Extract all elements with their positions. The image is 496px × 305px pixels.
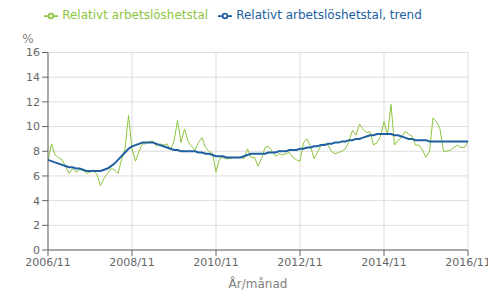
svg-text:14: 14 xyxy=(26,71,40,84)
svg-text:0: 0 xyxy=(33,244,40,257)
svg-text:10: 10 xyxy=(26,120,40,133)
svg-text:16: 16 xyxy=(26,46,40,59)
svg-text:6: 6 xyxy=(33,170,40,183)
svg-text:8: 8 xyxy=(33,145,40,158)
svg-text:12: 12 xyxy=(26,96,40,109)
svg-text:År/månad: År/månad xyxy=(229,276,288,291)
html-text:Relativt arbetslöshetstal, tre: Relativt arbetslöshetstal, trend xyxy=(236,8,422,22)
svg-text:2016/11: 2016/11 xyxy=(445,256,488,269)
svg-text:%: % xyxy=(22,32,33,46)
svg-text:2012/11: 2012/11 xyxy=(277,256,323,269)
svg-text:2014/11: 2014/11 xyxy=(361,256,407,269)
svg-text:2010/11: 2010/11 xyxy=(193,256,239,269)
svg-text:2006/11: 2006/11 xyxy=(25,256,71,269)
svg-text:2: 2 xyxy=(33,219,40,232)
html-text:Relativt arbetslöshetstal: Relativt arbetslöshetstal xyxy=(62,8,209,22)
svg-text:2008/11: 2008/11 xyxy=(109,256,155,269)
svg-text:4: 4 xyxy=(33,195,40,208)
